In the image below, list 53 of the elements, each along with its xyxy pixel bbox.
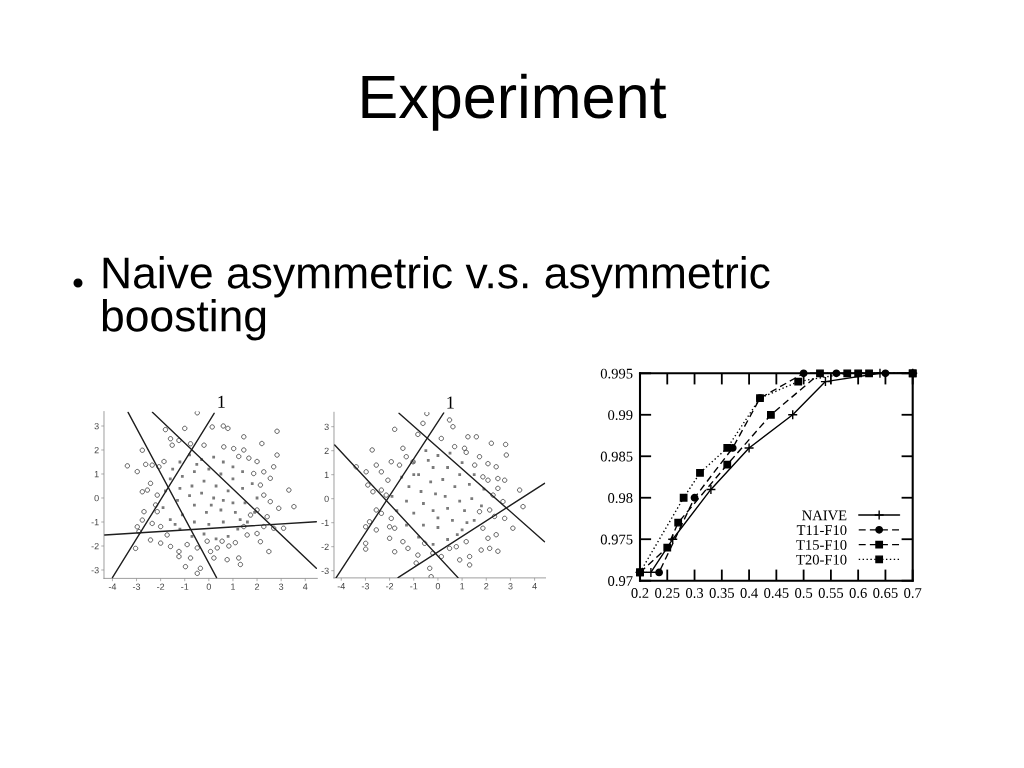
x-tick-label: -2 <box>157 583 165 590</box>
chart-title: 1 <box>447 396 454 409</box>
y-tick-label: 0.995 <box>600 368 633 379</box>
x-tick-label: 3 <box>278 583 284 590</box>
x-tick-label: 0.3 <box>685 588 704 598</box>
x-tick-label: 0 <box>435 583 441 590</box>
x-tick-label: -1 <box>410 583 418 590</box>
x-tick-label: 1 <box>460 583 465 590</box>
y-tick-label: -2 <box>91 542 99 550</box>
x-tick-label: 0.2 <box>631 588 649 598</box>
y-tick-label: 2 <box>324 447 329 454</box>
x-tick-label: 2 <box>254 583 260 590</box>
y-tick-label: -2 <box>321 543 329 550</box>
text: Experiment <box>362 73 667 131</box>
x-tick-label: 3 <box>508 583 513 590</box>
x-tick-label: 4 <box>302 583 308 590</box>
y-tick-label: 3 <box>324 423 329 431</box>
x-tick-label: 0.65 <box>873 588 898 598</box>
chart-title: 1 <box>218 395 225 408</box>
y-tick-label: -1 <box>321 519 329 526</box>
y-tick-label: 0.985 <box>600 451 633 462</box>
y-tick-label: -3 <box>321 567 329 575</box>
x-tick-label: 0.55 <box>818 588 844 598</box>
x-tick-label: 2 <box>484 583 489 590</box>
x-tick-label: -1 <box>181 583 189 590</box>
x-tick-label: -4 <box>337 583 345 590</box>
x-tick-label: -3 <box>132 583 141 590</box>
y-tick-label: -1 <box>91 519 99 526</box>
x-tick-label: 0.25 <box>655 588 680 598</box>
y-tick-label: 0 <box>324 495 329 503</box>
text: Naive asymmetric v.s. asymmetric boosting <box>102 256 770 341</box>
x-tick-label: 1 <box>231 583 236 590</box>
y-tick-label: 0.975 <box>600 534 633 545</box>
y-tick-label: 0.97 <box>608 576 633 586</box>
y-tick-label: 1 <box>324 471 329 478</box>
y-tick-label: -3 <box>91 566 99 574</box>
x-tick-label: -4 <box>108 583 117 590</box>
y-tick-label: 1 <box>94 471 99 478</box>
x-tick-label: 0.4 <box>740 588 758 598</box>
x-tick-label: 0.45 <box>764 588 789 598</box>
x-tick-label: 4 <box>532 583 537 590</box>
x-tick-label: 0.6 <box>849 588 867 598</box>
x-tick-label: -2 <box>385 583 394 590</box>
y-tick-label: 0 <box>94 494 99 502</box>
x-tick-label: 0 <box>206 583 211 590</box>
y-tick-label: 2 <box>94 446 99 454</box>
x-tick-label: -3 <box>361 583 370 590</box>
x-tick-label: 0.35 <box>709 588 734 598</box>
y-tick-label: 0.99 <box>608 410 633 421</box>
x-tick-label: 0.5 <box>795 588 813 598</box>
y-tick-label: 0.98 <box>608 493 633 504</box>
y-tick-label: 3 <box>94 422 99 430</box>
x-tick-label: 0.7 <box>904 588 922 598</box>
